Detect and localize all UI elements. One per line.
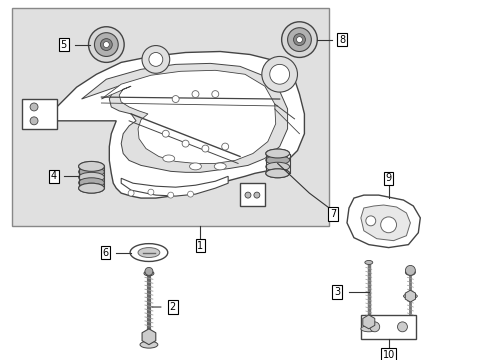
Text: 5: 5 xyxy=(61,40,67,50)
Ellipse shape xyxy=(79,161,104,171)
Circle shape xyxy=(296,37,302,42)
Circle shape xyxy=(167,192,173,198)
Ellipse shape xyxy=(140,341,158,348)
Text: 2: 2 xyxy=(169,302,176,312)
Circle shape xyxy=(365,216,375,226)
Polygon shape xyxy=(240,183,264,206)
Text: 9: 9 xyxy=(385,173,391,183)
Circle shape xyxy=(162,130,169,137)
Circle shape xyxy=(128,190,134,196)
Circle shape xyxy=(397,322,407,332)
Polygon shape xyxy=(362,315,374,329)
Text: 7: 7 xyxy=(329,209,336,219)
Circle shape xyxy=(182,140,189,147)
Polygon shape xyxy=(142,329,156,345)
Circle shape xyxy=(30,117,38,125)
Circle shape xyxy=(281,22,317,58)
Ellipse shape xyxy=(360,326,376,332)
Circle shape xyxy=(253,192,259,198)
Ellipse shape xyxy=(163,155,174,162)
Circle shape xyxy=(287,28,311,51)
Polygon shape xyxy=(57,51,304,198)
Circle shape xyxy=(261,57,297,92)
Circle shape xyxy=(88,27,124,62)
Polygon shape xyxy=(22,99,57,129)
Ellipse shape xyxy=(214,163,226,170)
Text: 3: 3 xyxy=(333,287,340,297)
Circle shape xyxy=(148,189,154,195)
Polygon shape xyxy=(405,290,415,302)
Ellipse shape xyxy=(79,183,104,193)
Bar xyxy=(360,315,415,339)
Circle shape xyxy=(202,145,208,152)
Circle shape xyxy=(380,217,396,233)
Circle shape xyxy=(144,267,153,275)
Circle shape xyxy=(221,143,228,150)
Ellipse shape xyxy=(79,167,104,177)
Circle shape xyxy=(192,91,199,98)
Polygon shape xyxy=(101,70,275,163)
Ellipse shape xyxy=(265,156,289,165)
Circle shape xyxy=(244,192,250,198)
Circle shape xyxy=(293,34,305,46)
Circle shape xyxy=(103,42,109,48)
Ellipse shape xyxy=(265,169,289,178)
Ellipse shape xyxy=(79,161,104,171)
Circle shape xyxy=(94,33,118,57)
Polygon shape xyxy=(121,176,228,196)
Ellipse shape xyxy=(265,149,289,158)
Circle shape xyxy=(100,39,112,50)
Ellipse shape xyxy=(79,183,104,193)
Circle shape xyxy=(211,91,218,98)
Text: 6: 6 xyxy=(102,248,108,257)
Ellipse shape xyxy=(130,244,167,261)
Ellipse shape xyxy=(403,294,416,298)
Polygon shape xyxy=(346,195,419,248)
Text: 1: 1 xyxy=(197,240,203,251)
Circle shape xyxy=(142,46,169,73)
Circle shape xyxy=(172,95,179,103)
Circle shape xyxy=(405,265,414,275)
Circle shape xyxy=(369,322,379,332)
Polygon shape xyxy=(81,63,287,172)
Circle shape xyxy=(149,53,163,66)
Ellipse shape xyxy=(138,248,160,257)
Text: 8: 8 xyxy=(338,35,345,45)
Ellipse shape xyxy=(405,269,414,275)
Ellipse shape xyxy=(189,163,201,170)
Ellipse shape xyxy=(265,162,289,171)
Ellipse shape xyxy=(265,169,289,178)
Circle shape xyxy=(269,64,289,84)
Ellipse shape xyxy=(79,178,104,188)
Polygon shape xyxy=(360,205,409,241)
Circle shape xyxy=(30,103,38,111)
Circle shape xyxy=(187,191,193,197)
Ellipse shape xyxy=(79,172,104,182)
Ellipse shape xyxy=(364,261,372,265)
Bar xyxy=(12,8,328,226)
Text: 10: 10 xyxy=(382,350,394,360)
Ellipse shape xyxy=(143,271,154,276)
Ellipse shape xyxy=(265,149,289,158)
Text: 4: 4 xyxy=(51,171,57,181)
